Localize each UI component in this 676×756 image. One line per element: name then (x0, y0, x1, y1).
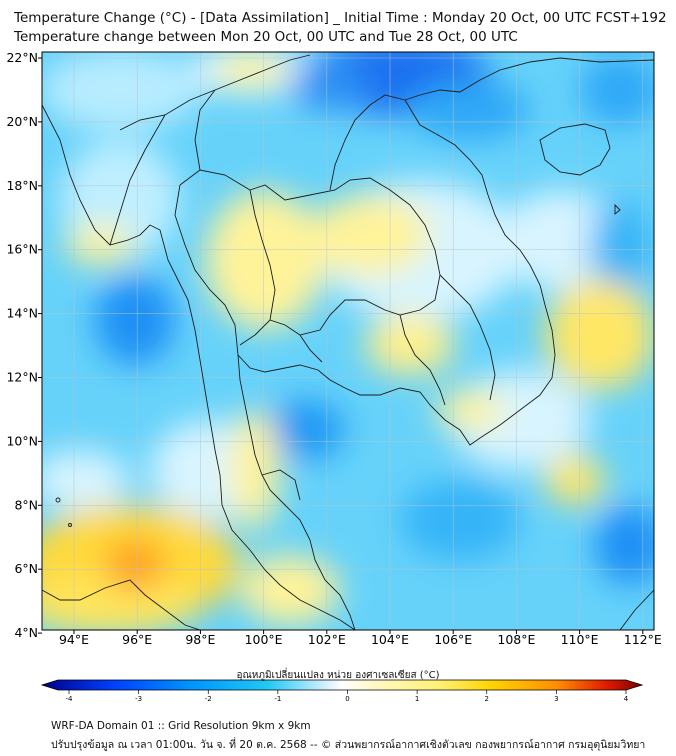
map-title: Temperature Change (°C) - [Data Assimila… (14, 10, 667, 26)
lat-label: 18°N (6, 178, 38, 193)
footer-update-info: ปรับปรุงข้อมูล ณ เวลา 01:00น. วัน จ. ที่… (51, 739, 646, 751)
colorbar-tick-label: -2 (205, 695, 212, 703)
lat-label: 16°N (6, 242, 38, 257)
lon-label: 98°E (185, 632, 215, 647)
colorbar-tick-label: -4 (66, 695, 74, 703)
lon-label: 110°E (561, 632, 599, 647)
lat-label: 20°N (6, 114, 38, 129)
lon-label: 104°E (371, 632, 409, 647)
lon-label: 108°E (497, 632, 535, 647)
gridlines (42, 52, 654, 630)
colorbar: -4 -3 -2 -1 0 1 2 3 4 (40, 679, 644, 703)
colorbar-tick-label: 2 (485, 695, 489, 703)
colorbar-tick-label: 3 (554, 695, 558, 703)
colorbar-tick-label: 4 (624, 695, 629, 703)
colorbar-bar (40, 679, 644, 691)
lon-label: 96°E (122, 632, 152, 647)
colorbar-tick-label: 1 (415, 695, 419, 703)
colorbar-tick-label: 0 (345, 695, 349, 703)
latitude-labels: 22°N 20°N 18°N 16°N 14°N 12°N 10°N 8°N 6°N 4°N (6, 50, 42, 640)
lat-label: 10°N (6, 433, 38, 448)
map-subtitle: Temperature change between Mon 20 Oct, 0… (14, 29, 518, 45)
colorbar-ticks: -4 -3 -2 -1 0 1 2 3 4 (66, 690, 629, 703)
footer-model-info: WRF-DA Domain 01 :: Grid Resolution 9km … (51, 720, 311, 732)
colorbar-tick-label: -3 (135, 695, 142, 703)
colorbar-title: อุณหภูมิเปลี่ยนแปลง หน่วย องศาเซลเซียส (… (236, 670, 440, 681)
lon-label: 100°E (245, 632, 283, 647)
lat-label: 4°N (14, 625, 38, 640)
temperature-field (42, 52, 654, 630)
lat-label: 6°N (14, 561, 38, 576)
lat-label: 8°N (14, 497, 38, 512)
lat-label: 12°N (6, 370, 38, 385)
lon-label: 94°E (59, 632, 89, 647)
lon-label: 102°E (308, 632, 346, 647)
coastlines-borders (42, 54, 654, 630)
lon-label: 112°E (624, 632, 662, 647)
lat-label: 22°N (6, 50, 38, 65)
plot-frame (41, 51, 655, 631)
colorbar-tick-label: -1 (274, 695, 281, 703)
lat-label: 14°N (6, 306, 38, 321)
longitude-labels: 94°E 96°E 98°E 100°E 102°E 104°E 106°E 108°E 110… (59, 630, 662, 647)
lon-label: 106°E (434, 632, 472, 647)
